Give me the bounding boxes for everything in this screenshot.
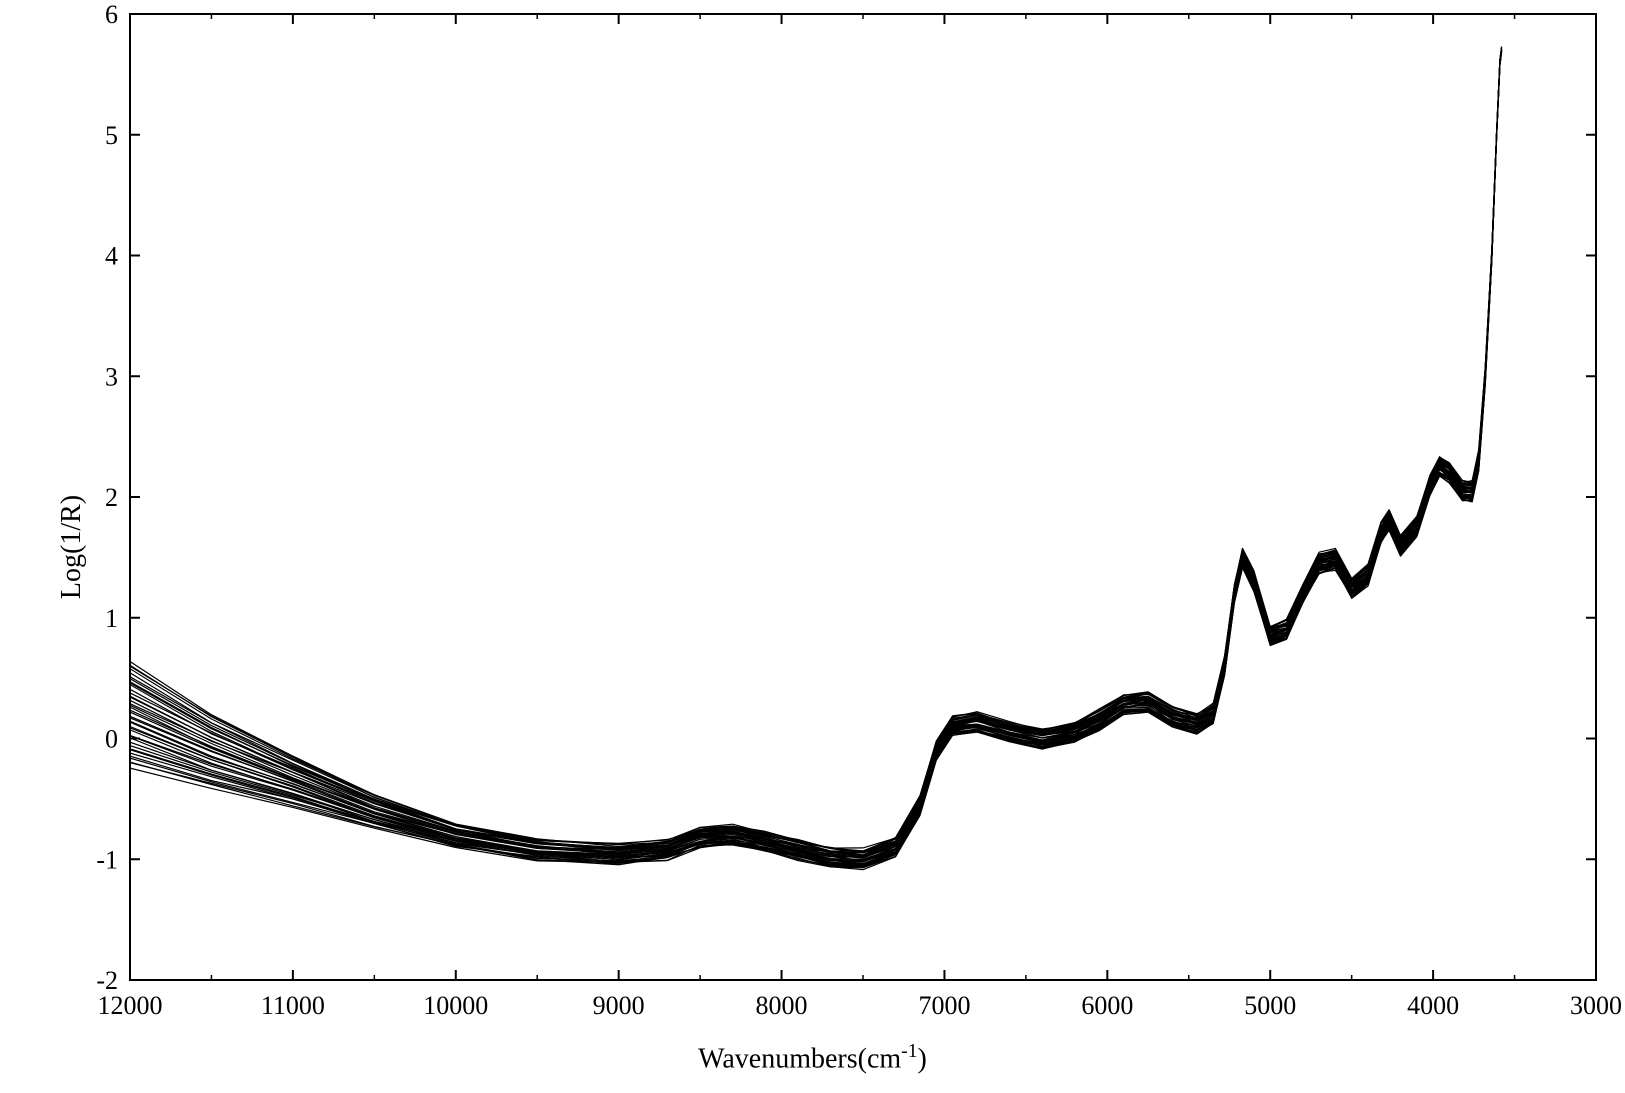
spectra-chart: 12000 11000 10000 9000 8000 7000 6000 5000 4000 3… — [0, 0, 1625, 1093]
svg-text:3: 3 — [105, 362, 118, 391]
svg-text:6: 6 — [105, 0, 118, 29]
svg-text:-1: -1 — [96, 845, 118, 874]
x-axis-label: Wavenumbers(cm-1) — [698, 1041, 927, 1075]
svg-text:7000: 7000 — [918, 991, 970, 1020]
svg-text:0: 0 — [105, 725, 118, 754]
chart-canvas: 12000 11000 10000 9000 8000 7000 6000 5000 4000 3… — [0, 0, 1625, 1093]
svg-text:1: 1 — [105, 604, 118, 633]
svg-text:-2: -2 — [96, 966, 118, 995]
svg-text:6000: 6000 — [1081, 991, 1133, 1020]
svg-text:12000: 12000 — [98, 991, 163, 1020]
x-axis-label-suffix: ) — [918, 1043, 927, 1074]
svg-text:5000: 5000 — [1244, 991, 1296, 1020]
svg-text:2: 2 — [105, 483, 118, 512]
svg-text:4: 4 — [105, 242, 118, 271]
x-axis-label-super: -1 — [901, 1041, 917, 1062]
svg-text:5: 5 — [105, 121, 118, 150]
svg-text:10000: 10000 — [423, 991, 488, 1020]
y-axis-label: Log(1/R) — [56, 494, 88, 598]
svg-text:8000: 8000 — [756, 991, 808, 1020]
spectra-traces — [130, 47, 1502, 870]
svg-text:4000: 4000 — [1407, 991, 1459, 1020]
svg-text:3000: 3000 — [1570, 991, 1622, 1020]
x-axis-label-text: Wavenumbers(cm — [698, 1043, 901, 1074]
svg-text:9000: 9000 — [593, 991, 645, 1020]
svg-text:11000: 11000 — [261, 991, 325, 1020]
